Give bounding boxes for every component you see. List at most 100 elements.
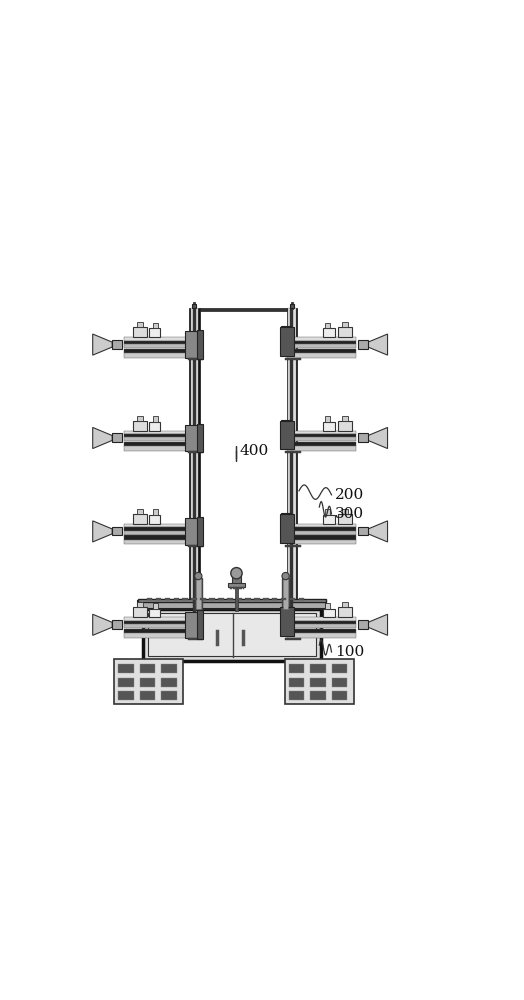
Bar bbox=[332, 664, 347, 673]
Bar bbox=[323, 328, 335, 337]
Bar bbox=[245, 598, 250, 600]
Bar bbox=[173, 598, 179, 600]
Bar bbox=[192, 304, 196, 308]
Bar bbox=[124, 535, 200, 540]
Bar bbox=[281, 598, 287, 600]
Bar bbox=[325, 603, 330, 609]
Bar bbox=[241, 587, 242, 589]
Bar bbox=[287, 353, 356, 358]
Bar bbox=[287, 431, 356, 434]
Bar bbox=[325, 323, 330, 328]
Bar bbox=[118, 691, 134, 700]
Bar bbox=[161, 691, 177, 700]
Bar bbox=[342, 602, 348, 607]
Bar bbox=[137, 509, 143, 514]
Bar bbox=[161, 678, 177, 687]
Bar bbox=[342, 416, 348, 421]
Bar bbox=[323, 609, 335, 617]
Bar bbox=[279, 607, 294, 636]
Bar bbox=[124, 344, 200, 348]
Bar bbox=[358, 527, 368, 535]
Polygon shape bbox=[368, 521, 388, 542]
Bar bbox=[193, 308, 196, 613]
Bar bbox=[358, 620, 368, 629]
Bar bbox=[124, 437, 200, 441]
Bar bbox=[282, 578, 289, 609]
Bar bbox=[196, 578, 201, 609]
Bar bbox=[342, 322, 348, 327]
Bar bbox=[281, 420, 291, 440]
Bar bbox=[165, 598, 170, 600]
Bar bbox=[358, 433, 368, 442]
Bar bbox=[124, 349, 200, 353]
Circle shape bbox=[282, 572, 289, 580]
Bar bbox=[288, 308, 296, 613]
Bar bbox=[124, 434, 200, 437]
Bar bbox=[238, 587, 239, 589]
Bar bbox=[153, 509, 158, 515]
Bar bbox=[337, 514, 352, 524]
Bar bbox=[283, 578, 288, 609]
Bar bbox=[185, 331, 202, 358]
Bar bbox=[209, 598, 215, 600]
Bar bbox=[137, 322, 143, 327]
Bar bbox=[118, 664, 134, 673]
Bar bbox=[140, 678, 155, 687]
Bar bbox=[287, 633, 356, 638]
Bar bbox=[227, 598, 233, 600]
Bar bbox=[325, 416, 330, 422]
Polygon shape bbox=[368, 427, 388, 449]
Bar bbox=[287, 531, 356, 535]
Bar bbox=[188, 451, 203, 453]
Bar bbox=[112, 620, 123, 629]
Bar bbox=[287, 629, 356, 633]
Bar bbox=[124, 617, 200, 621]
Bar bbox=[140, 664, 155, 673]
Bar bbox=[358, 340, 368, 349]
Bar bbox=[124, 633, 200, 638]
Polygon shape bbox=[368, 334, 388, 355]
Bar bbox=[185, 518, 202, 545]
Bar bbox=[337, 607, 352, 617]
Bar bbox=[124, 540, 200, 544]
Bar bbox=[148, 613, 316, 656]
Bar bbox=[182, 598, 188, 600]
Bar bbox=[143, 609, 321, 661]
Circle shape bbox=[231, 568, 242, 579]
Bar bbox=[279, 421, 294, 449]
Bar bbox=[287, 344, 356, 348]
Bar bbox=[137, 602, 143, 607]
Bar bbox=[287, 434, 356, 437]
Bar bbox=[231, 587, 233, 589]
Bar bbox=[287, 349, 356, 353]
Bar bbox=[287, 341, 356, 344]
Polygon shape bbox=[93, 427, 112, 449]
Bar bbox=[200, 308, 287, 311]
Bar bbox=[124, 621, 200, 624]
Bar bbox=[310, 678, 326, 687]
Bar bbox=[200, 598, 206, 600]
Bar bbox=[191, 308, 198, 613]
Bar bbox=[332, 678, 347, 687]
Bar bbox=[133, 327, 147, 337]
Bar bbox=[281, 326, 291, 347]
Bar bbox=[287, 535, 356, 540]
Bar bbox=[185, 425, 202, 451]
Bar bbox=[235, 580, 238, 611]
Bar bbox=[285, 451, 301, 453]
Bar bbox=[218, 598, 224, 600]
Bar bbox=[118, 678, 134, 687]
Bar bbox=[230, 587, 231, 589]
Bar bbox=[299, 598, 304, 600]
Bar bbox=[149, 422, 160, 431]
Bar bbox=[188, 358, 203, 360]
Bar bbox=[332, 691, 347, 700]
Bar bbox=[310, 664, 326, 673]
Bar bbox=[281, 607, 291, 627]
Bar bbox=[140, 691, 155, 700]
Bar bbox=[337, 421, 352, 431]
Polygon shape bbox=[93, 334, 112, 355]
Bar bbox=[285, 638, 301, 640]
Bar bbox=[112, 527, 123, 535]
Bar bbox=[233, 587, 234, 589]
